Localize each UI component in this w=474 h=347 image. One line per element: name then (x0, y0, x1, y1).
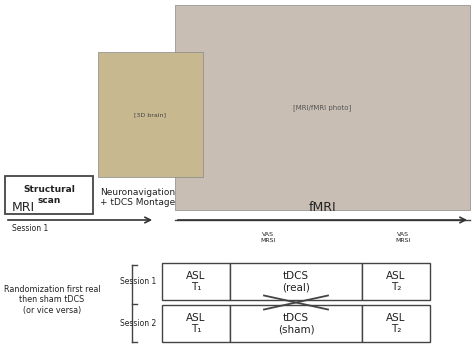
Text: Structural
scan: Structural scan (23, 185, 75, 205)
Bar (230, 305, 362, 342)
Bar (175, 5, 470, 210)
Text: tDCS
(real): tDCS (real) (282, 271, 310, 292)
Text: Neuronavigation
+ tDCS Montage: Neuronavigation + tDCS Montage (100, 188, 175, 208)
Text: Session 2: Session 2 (120, 319, 156, 328)
Bar (162, 305, 230, 342)
Text: ASL
T₂: ASL T₂ (386, 271, 406, 292)
Text: ASL
T₁: ASL T₁ (186, 271, 206, 292)
Bar (362, 305, 430, 342)
Text: MRI: MRI (12, 201, 35, 214)
Text: fMRI: fMRI (309, 201, 337, 214)
Text: ASL
T₁: ASL T₁ (186, 313, 206, 334)
Bar (362, 263, 430, 300)
Text: VAS
MRSI: VAS MRSI (260, 232, 276, 243)
Text: tDCS
(sham): tDCS (sham) (278, 313, 314, 334)
Text: Randomization first real
then sham tDCS
(or vice versa): Randomization first real then sham tDCS … (4, 285, 100, 315)
Bar (5, 176, 93, 214)
Text: VAS
MRSI: VAS MRSI (395, 232, 410, 243)
Text: [3D brain]: [3D brain] (135, 112, 166, 117)
Bar (98, 52, 203, 177)
Bar (162, 263, 230, 300)
Text: Session 1: Session 1 (12, 224, 48, 233)
Bar (230, 263, 362, 300)
Text: Session 1: Session 1 (120, 277, 156, 286)
Text: [MRI/fMRI photo]: [MRI/fMRI photo] (293, 104, 352, 111)
Text: ASL
T₂: ASL T₂ (386, 313, 406, 334)
